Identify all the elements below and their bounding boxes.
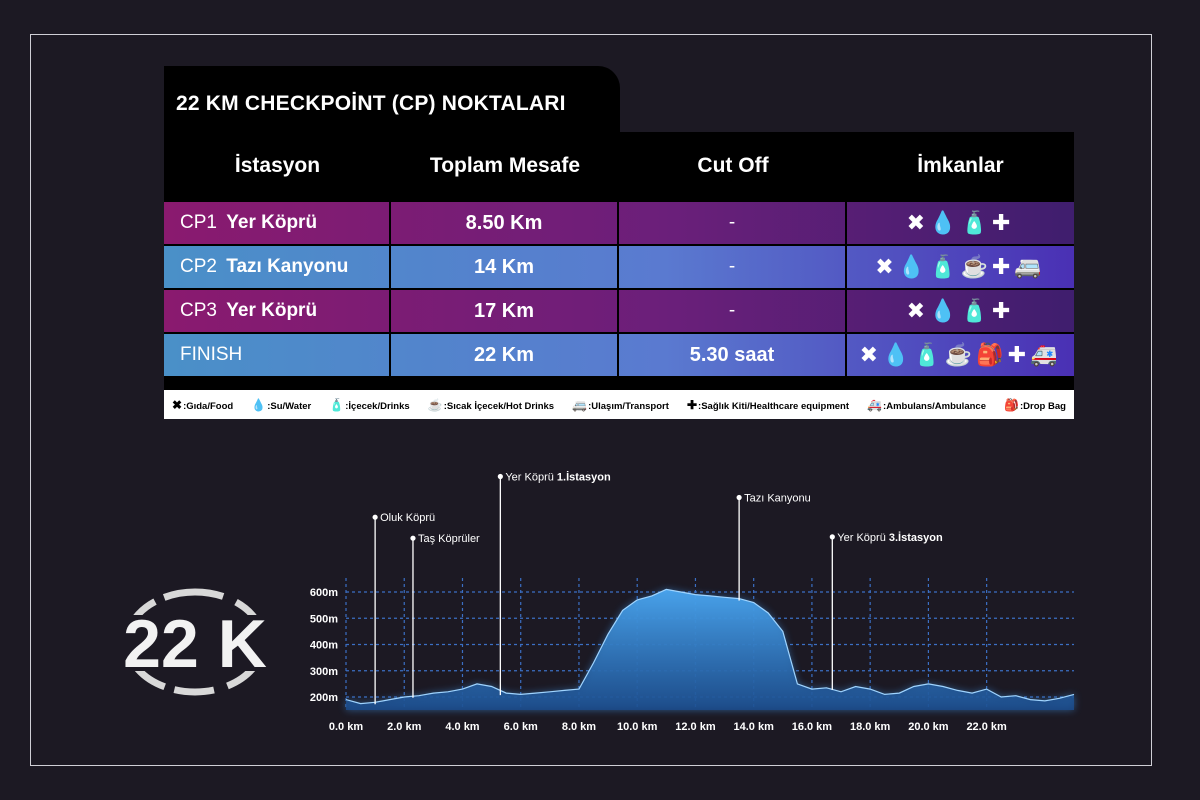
cutoff-cell: -	[619, 246, 847, 288]
distance-cell: 17 Km	[391, 290, 619, 332]
medkit-icon: ✚	[686, 397, 698, 412]
legend-item: 🧴:İçecek/Drinks	[329, 397, 410, 412]
distance-cell: 14 Km	[391, 246, 619, 288]
amenities-icons: ✖💧🧴✚	[906, 298, 1015, 323]
cutoff-cell: -	[619, 290, 847, 332]
table-row-cp1: CP1 Yer Köprü 8.50 Km - ✖💧🧴✚	[164, 200, 1074, 244]
x-tick-label: 18.0 km	[850, 721, 891, 733]
legend-item: 🎒:Drop Bag	[1004, 397, 1066, 412]
legend-item: 🚐:Ulaşım/Transport	[572, 397, 669, 412]
legend-item: ☕:Sıcak İçecek/Hot Drinks	[427, 397, 555, 412]
header-cutoff: Cut Off	[697, 154, 769, 177]
header-station: İstasyon	[234, 154, 321, 177]
annotation-label: Oluk Köprü	[380, 512, 435, 524]
y-tick-label: 400m	[310, 640, 338, 652]
x-tick-label: 6.0 km	[504, 721, 538, 733]
annotation-label: Yer Köprü 3.İstasyon	[837, 531, 943, 544]
outer-frame	[30, 34, 1152, 766]
x-tick-label: 2.0 km	[387, 721, 421, 733]
y-tick-label: 600m	[310, 587, 338, 599]
annotation-dot	[410, 535, 416, 541]
transport-icon: 🚐	[572, 397, 588, 412]
page-title: 22 KM CHECKPOİNT (CP) NOKTALARI	[176, 92, 566, 115]
legend-item: ✖:Gıda/Food	[172, 397, 234, 412]
header-amenities: İmkanlar	[917, 154, 1004, 177]
table-row-finish: FINISH 22 Km 5.30 saat ✖💧🧴☕🎒✚🚑	[164, 332, 1074, 376]
legend-item: ✚:Sağlık Kiti/Healthcare equipment	[686, 397, 850, 412]
drop-bag-icon: 🎒	[1004, 397, 1020, 412]
x-tick-label: 12.0 km	[675, 721, 716, 733]
22k-logo: 22 K	[110, 588, 280, 696]
x-tick-label: 22.0 km	[966, 721, 1007, 733]
y-tick-label: 500m	[310, 613, 338, 625]
table-row-cp3: CP3 Yer Köprü 17 Km - ✖💧🧴✚	[164, 288, 1074, 332]
header-distance: Toplam Mesafe	[429, 154, 581, 177]
distance-cell: 22 Km	[391, 334, 619, 376]
food-icon: ✖	[172, 397, 183, 412]
station-cell: CP1 Yer Köprü	[164, 202, 391, 244]
x-tick-label: 16.0 km	[792, 721, 833, 733]
elevation-area	[346, 589, 1074, 710]
annotation-dot	[736, 494, 742, 501]
logo-text: 22 K	[123, 606, 267, 682]
x-tick-label: 8.0 km	[562, 721, 596, 733]
x-tick-label: 4.0 km	[445, 721, 479, 733]
x-tick-label: 20.0 km	[908, 721, 949, 733]
station-cell: CP2 Tazı Kanyonu	[164, 246, 391, 288]
table-row-cp2: CP2 Tazı Kanyonu 14 Km - ✖💧🧴☕✚🚐	[164, 244, 1074, 288]
distance-cell: 8.50 Km	[391, 202, 619, 244]
checkpoint-table: İstasyon Toplam Mesafe Cut Off İmkanlar …	[164, 132, 1074, 419]
x-tick-label: 0.0 km	[329, 721, 363, 733]
legend-item: 💧:Su/Water	[251, 397, 312, 412]
hot-drink-icon: ☕	[427, 397, 443, 412]
annotation-label: Taş Köprüler	[418, 533, 480, 545]
amenities-icons: ✖💧🧴☕✚🚐	[875, 254, 1046, 279]
annotation-dot	[372, 514, 378, 520]
elevation-line	[345, 588, 1075, 705]
ambulance-icon: 🚑	[867, 397, 883, 412]
water-drop-icon: 💧	[251, 397, 267, 412]
legend-item: 🚑:Ambulans/Ambulance	[867, 397, 986, 412]
title-tab	[164, 66, 620, 134]
annotation-dot	[829, 534, 835, 540]
y-tick-label: 200m	[310, 692, 338, 704]
x-tick-label: 10.0 km	[617, 721, 658, 733]
amenities-icons: ✖💧🧴☕🎒✚🚑	[859, 342, 1062, 367]
bottle-icon: 🧴	[329, 397, 345, 412]
y-tick-label: 300m	[310, 666, 338, 678]
annotation-label: Yer Köprü 1.İstasyon	[505, 471, 611, 484]
amenities-icons: ✖💧🧴✚	[906, 210, 1015, 235]
cutoff-cell: 5.30 saat	[619, 334, 847, 376]
x-tick-label: 14.0 km	[733, 721, 774, 733]
cutoff-cell: -	[619, 202, 847, 244]
annotation-label: Tazı Kanyonu	[744, 493, 811, 505]
station-cell: FINISH	[164, 334, 391, 376]
station-cell: CP3 Yer Köprü	[164, 290, 391, 332]
annotation-dot	[497, 473, 503, 480]
amenities-legend: ✖:Gıda/Food 💧:Su/Water 🧴:İçecek/Drinks ☕…	[164, 390, 1074, 419]
